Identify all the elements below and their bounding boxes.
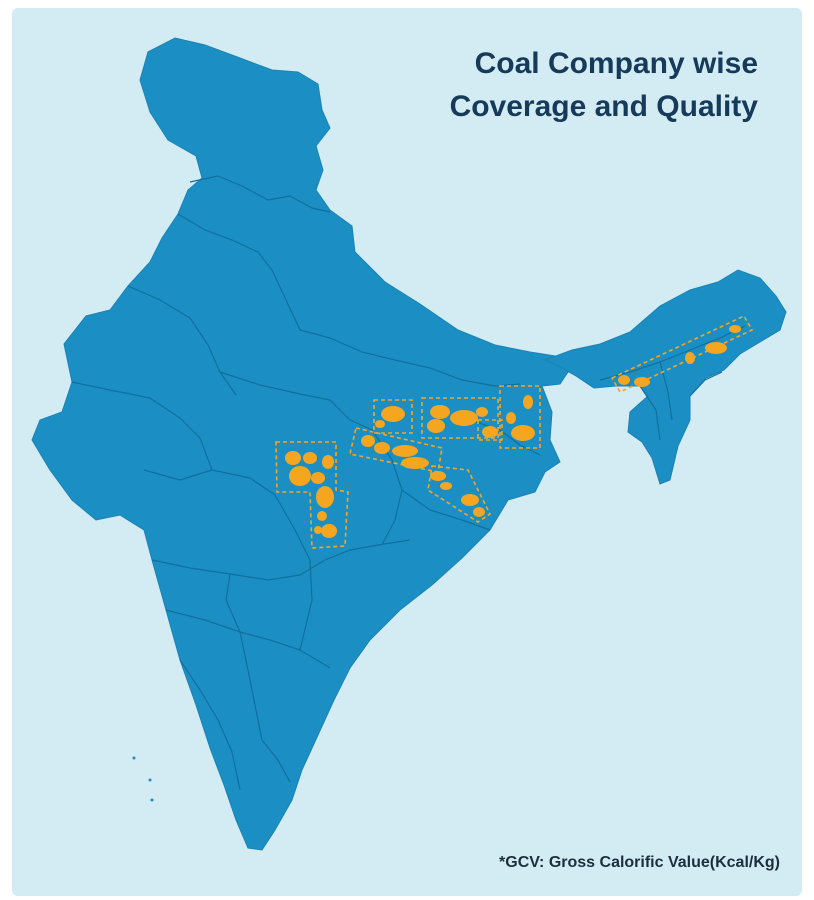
region-outline-2 (421, 397, 499, 439)
region-outline-ne (610, 314, 754, 394)
title-line-1: Coal Company wise (474, 47, 758, 80)
map-title: Coal Company wise Coverage and Quality (450, 42, 758, 128)
state-borders (71, 175, 746, 791)
india-mainland (31, 37, 569, 851)
title-line-2: Coverage and Quality (449, 90, 758, 123)
coalfields (285, 325, 741, 538)
region-outline-6 (427, 465, 492, 523)
footnote: *GCV: Gross Calorific Value(Kcal/Kg) (499, 854, 780, 871)
india-map (31, 37, 787, 851)
coal-region-outlines (275, 314, 754, 549)
region-outline-3 (499, 385, 541, 449)
region-outline-4 (477, 419, 503, 441)
map-panel: Coal Company wise Coverage and Quality *… (12, 8, 802, 896)
india-northeast (543, 269, 787, 485)
